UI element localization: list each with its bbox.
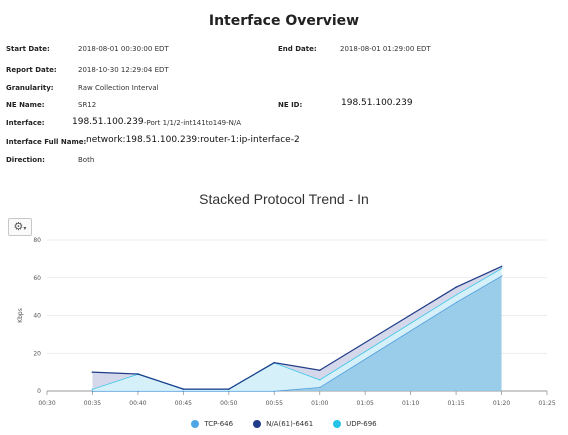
legend-item[interactable]: TCP-646 <box>191 418 233 430</box>
x-tick-label: 01:10 <box>402 400 419 407</box>
y-axis-label: Kbps <box>17 308 24 323</box>
interface-ip-value: 198.51.100.239 <box>72 117 144 127</box>
y-tick-label: 80 <box>33 237 41 244</box>
granularity-label: Granularity: <box>6 84 54 92</box>
granularity-value: Raw Collection Interval <box>78 84 159 92</box>
chart-settings-button[interactable]: ⚙▾ <box>8 218 32 236</box>
y-tick-label: 40 <box>33 313 41 320</box>
start-date-value: 2018-08-01 00:30:00 EDT <box>78 45 169 53</box>
interface-label: Interface: <box>6 119 45 127</box>
legend-marker <box>333 420 342 428</box>
ne-id-label: NE ID: <box>278 101 303 109</box>
x-tick-label: 00:55 <box>266 400 283 407</box>
chart-title: Stacked Protocol Trend - In <box>199 191 369 207</box>
legend-item[interactable]: N/A(61)-6461 <box>253 418 313 430</box>
series-area <box>92 268 502 391</box>
x-tick-label: 01:25 <box>538 400 555 407</box>
series-line <box>92 265 502 390</box>
end-date-value: 2018-08-01 01:29:00 EDT <box>340 45 431 53</box>
data-point <box>182 388 185 390</box>
chart-legend: TCP-646 N/A(61)-6461 UDP-696 <box>0 418 568 430</box>
stacked-area-chart: 0 20 40 60 80 00:30 00:35 00:40 00:45 00:50 00:55 0… <box>17 237 556 407</box>
legend-item[interactable]: UDP-696 <box>333 418 377 430</box>
y-tick-label: 0 <box>37 388 41 395</box>
x-tick-label: 01:00 <box>311 400 328 407</box>
legend-label: TCP-646 <box>204 420 234 428</box>
x-tick-label: 00:45 <box>175 400 192 407</box>
data-point <box>273 361 276 364</box>
y-tick-label: 20 <box>33 350 41 357</box>
x-tick-label: 00:40 <box>129 400 146 407</box>
data-point <box>228 388 230 390</box>
y-tick-label: 60 <box>33 275 41 282</box>
data-point <box>137 373 139 375</box>
legend-marker <box>191 420 200 428</box>
x-tick-label: 00:35 <box>84 400 101 407</box>
ne-id-value: 198.51.100.239 <box>341 98 413 108</box>
interface-port-value: -Port 1/1/2-int141to149-N/A <box>144 119 242 127</box>
data-point <box>91 371 94 373</box>
legend-label: UDP-696 <box>346 420 377 428</box>
start-date-label: Start Date: <box>6 45 50 53</box>
x-tick-label: 01:05 <box>357 400 374 407</box>
direction-label: Direction: <box>6 156 45 164</box>
report-date-value: 2018-10-30 12:29:04 EDT <box>78 66 169 74</box>
legend-label: N/A(61)-6461 <box>266 420 314 428</box>
page-title: Interface Overview <box>208 13 360 29</box>
report-date-label: Report Date: <box>6 66 57 74</box>
data-point <box>455 286 457 288</box>
ne-name-value: SR12 <box>78 101 97 109</box>
gear-icon: ⚙ <box>13 221 24 233</box>
x-tick-label: 01:20 <box>493 400 510 407</box>
series-area <box>92 275 502 391</box>
data-point <box>500 265 503 268</box>
x-tick-label: 00:50 <box>220 400 237 407</box>
x-tick-label: 00:30 <box>38 400 55 407</box>
ne-name-label: NE Name: <box>6 101 45 109</box>
interface-full-name-label: Interface Full Name: <box>6 138 87 146</box>
chevron-down-icon: ▾ <box>23 226 27 232</box>
x-tick-label: 01:15 <box>447 400 464 407</box>
interface-full-name-value: network:198.51.100.239:router-1:ip-inter… <box>86 135 300 145</box>
direction-value: Both <box>78 156 95 164</box>
data-point <box>318 369 321 372</box>
legend-marker <box>253 420 262 428</box>
end-date-label: End Date: <box>278 45 317 53</box>
